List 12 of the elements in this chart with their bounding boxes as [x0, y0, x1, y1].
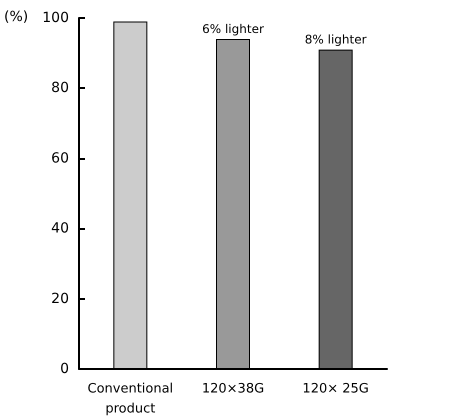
x-tick-label: Conventional product — [87, 382, 174, 416]
x-tick-label: 120× 25G — [302, 382, 369, 396]
y-tick-label: 20 — [51, 290, 69, 307]
y-tick-label: 40 — [51, 220, 69, 237]
y-tick-label: 100 — [42, 10, 69, 26]
annotation: 8% lighter — [304, 32, 367, 47]
annotation: 6% lighter — [202, 22, 264, 36]
x-tick-label: 120×38G — [202, 382, 264, 396]
y-tick-label: 80 — [51, 80, 69, 96]
y-axis-title: (%) — [4, 9, 28, 25]
y-tick-label: 60 — [51, 150, 69, 166]
y-tick-label: 0 — [60, 361, 69, 377]
